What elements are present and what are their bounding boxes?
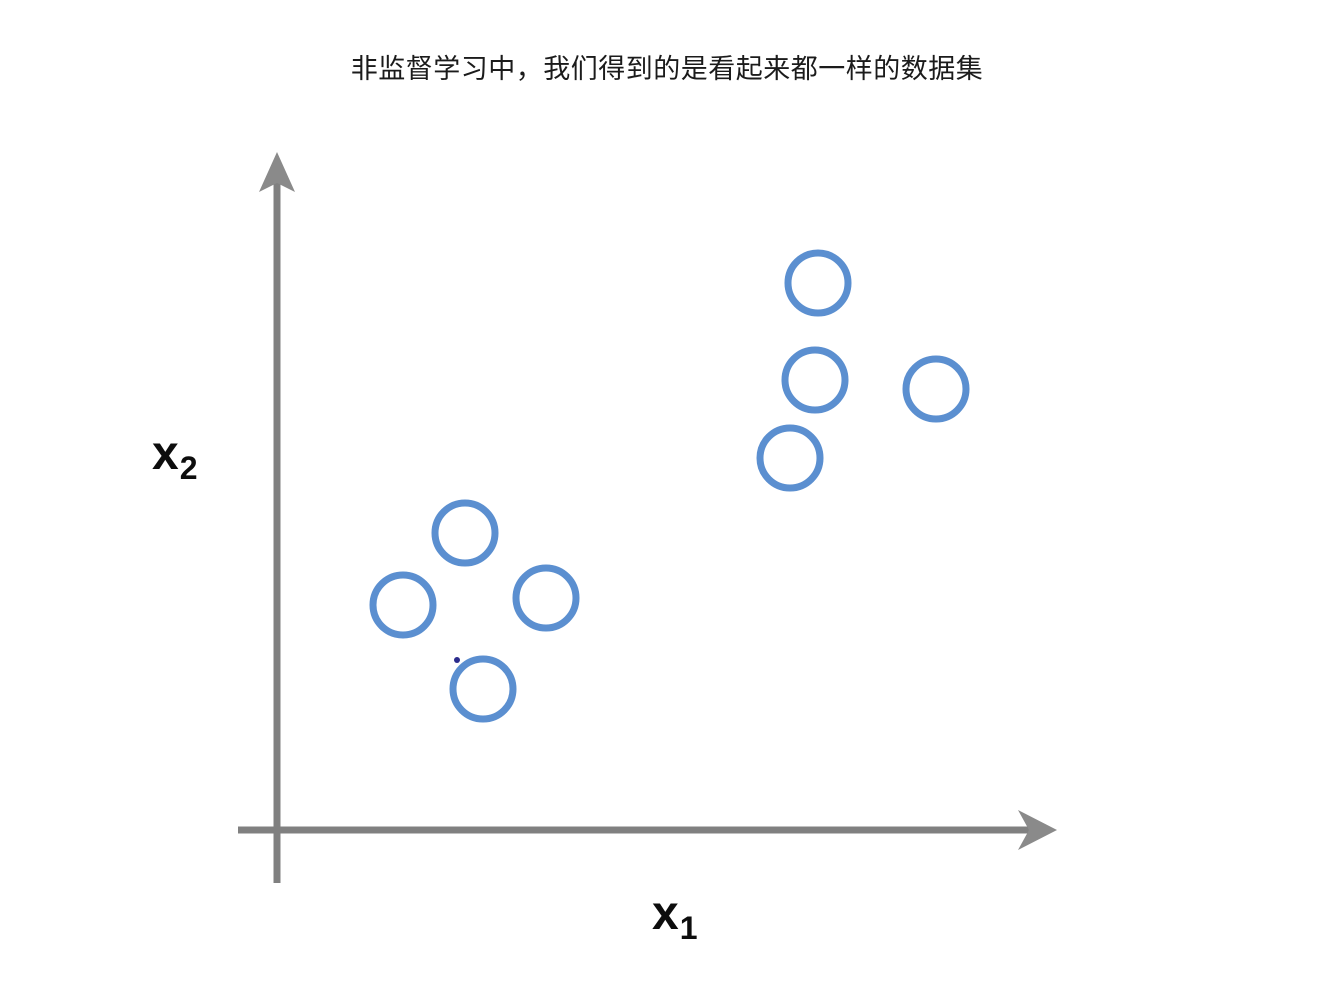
stray-dot-marker <box>454 657 460 663</box>
x-axis-label-base: x <box>652 887 679 940</box>
data-point <box>512 564 580 632</box>
data-point <box>449 655 517 723</box>
data-point <box>756 424 824 492</box>
cluster-lower-left <box>369 499 580 723</box>
x-axis-label: x1 <box>652 890 698 944</box>
data-point <box>784 249 852 317</box>
x-axis-label-subscript: 1 <box>679 909 698 946</box>
data-point <box>431 499 499 567</box>
y-axis-label-base: x <box>152 427 179 480</box>
y-axis-label: x2 <box>152 430 198 484</box>
y-axis-arrowhead <box>259 152 295 192</box>
cluster-upper-right <box>756 249 970 492</box>
data-point <box>369 571 437 639</box>
data-point <box>781 346 849 414</box>
data-point <box>902 355 970 423</box>
x-axis-arrowhead <box>1018 810 1057 850</box>
slide-title: 非监督学习中，我们得到的是看起来都一样的数据集 <box>350 54 984 84</box>
y-axis-label-subscript: 2 <box>179 449 198 486</box>
axes-group <box>238 152 1057 883</box>
